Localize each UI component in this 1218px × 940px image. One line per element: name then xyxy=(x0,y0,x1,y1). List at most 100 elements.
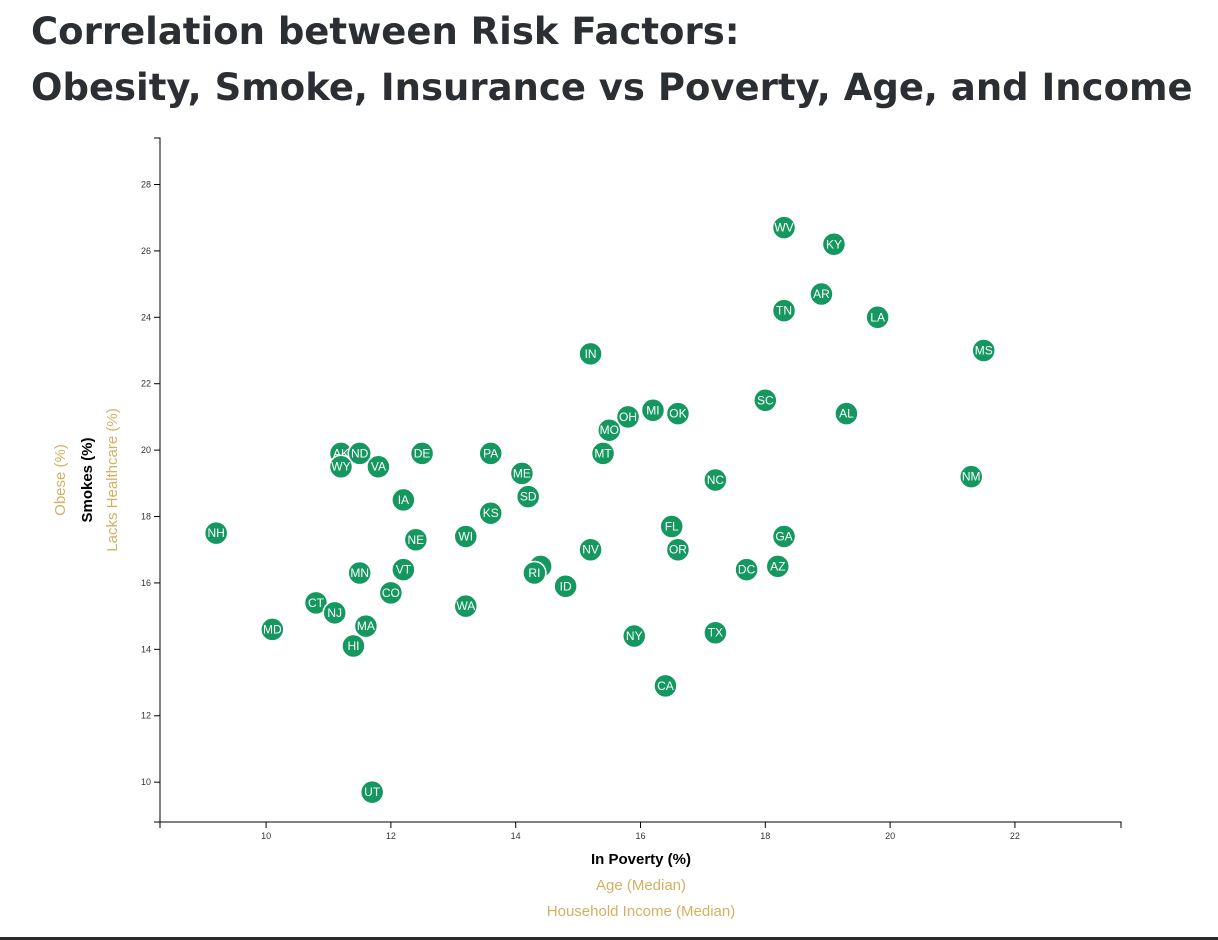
x-axis-label-income[interactable]: Household Income (Median) xyxy=(547,903,735,920)
state-circle[interactable] xyxy=(509,461,535,486)
state-circle[interactable] xyxy=(771,215,797,240)
state-marker-az[interactable]: AZ xyxy=(765,554,791,579)
x-axis-label-age[interactable]: Age (Median) xyxy=(596,877,686,894)
state-marker-co[interactable]: CO xyxy=(378,580,404,606)
state-marker-nm[interactable]: NM xyxy=(958,464,984,489)
state-marker-ny[interactable]: NY xyxy=(622,623,647,649)
state-marker-wy[interactable]: WY xyxy=(328,454,354,479)
state-marker-la[interactable]: LA xyxy=(865,305,890,330)
state-circle[interactable] xyxy=(391,487,416,513)
state-circle[interactable] xyxy=(453,524,479,549)
state-circle[interactable] xyxy=(659,514,684,539)
state-marker-ma[interactable]: MA xyxy=(353,613,379,639)
x-axis-label-poverty[interactable]: In Poverty (%) xyxy=(591,851,691,868)
state-circle[interactable] xyxy=(453,593,479,619)
state-marker-mt[interactable]: MT xyxy=(590,441,616,466)
state-circle[interactable] xyxy=(753,388,778,413)
state-circle[interactable] xyxy=(622,623,647,649)
state-marker-al[interactable]: AL xyxy=(834,401,859,426)
state-marker-tn[interactable]: TN xyxy=(771,298,797,323)
state-marker-hi[interactable]: HI xyxy=(341,633,366,659)
state-marker-mi[interactable]: MI xyxy=(640,398,666,423)
state-marker-id[interactable]: ID xyxy=(553,574,578,599)
state-circle[interactable] xyxy=(821,232,847,257)
state-circle[interactable] xyxy=(640,398,666,423)
state-marker-nh[interactable]: NH xyxy=(203,520,229,546)
state-marker-me[interactable]: ME xyxy=(509,461,535,486)
state-marker-wa[interactable]: WA xyxy=(453,593,479,619)
state-marker-wi[interactable]: WI xyxy=(453,524,479,549)
state-marker-in[interactable]: IN xyxy=(578,341,603,367)
state-circle[interactable] xyxy=(359,779,385,805)
state-circle[interactable] xyxy=(347,560,372,586)
state-marker-tx[interactable]: TX xyxy=(703,620,728,645)
state-circle[interactable] xyxy=(553,574,578,599)
state-marker-ut[interactable]: UT xyxy=(359,779,385,805)
state-marker-ne[interactable]: NE xyxy=(403,527,429,553)
state-circle[interactable] xyxy=(590,441,616,466)
state-marker-or[interactable]: OR xyxy=(665,537,691,562)
state-circle[interactable] xyxy=(865,305,890,330)
state-marker-nc[interactable]: NC xyxy=(703,467,728,493)
state-marker-ri[interactable]: RI xyxy=(522,560,547,586)
state-circle[interactable] xyxy=(665,537,691,562)
state-circle[interactable] xyxy=(378,580,404,606)
state-circle[interactable] xyxy=(515,484,541,509)
state-marker-oh[interactable]: OH xyxy=(615,404,641,430)
state-marker-ks[interactable]: KS xyxy=(478,500,503,526)
state-marker-md[interactable]: MD xyxy=(260,617,285,642)
state-circle[interactable] xyxy=(771,524,797,549)
state-circle[interactable] xyxy=(958,464,984,489)
state-circle[interactable] xyxy=(328,454,354,479)
state-circle[interactable] xyxy=(615,404,641,430)
state-circle[interactable] xyxy=(703,467,728,493)
state-circle[interactable] xyxy=(771,298,797,323)
state-circle[interactable] xyxy=(578,537,603,562)
state-circle[interactable] xyxy=(347,441,372,466)
state-circle[interactable] xyxy=(341,633,366,659)
y-axis-label-obese[interactable]: Obese (%) xyxy=(52,444,69,516)
state-marker-ms[interactable]: MS xyxy=(971,338,996,363)
state-circle[interactable] xyxy=(353,613,379,639)
state-marker-ct[interactable]: CT xyxy=(303,590,329,616)
state-circle[interactable] xyxy=(409,441,435,466)
state-circle[interactable] xyxy=(665,401,691,426)
state-marker-wv[interactable]: WV xyxy=(771,215,797,240)
state-marker-ky[interactable]: KY xyxy=(821,232,847,257)
state-circle[interactable] xyxy=(391,557,416,582)
state-marker-mn[interactable]: MN xyxy=(347,560,372,586)
state-marker-va[interactable]: VA xyxy=(366,454,391,479)
state-marker-ca[interactable]: CA xyxy=(653,673,678,699)
state-marker-vt[interactable]: VT xyxy=(391,557,416,582)
state-marker-ar[interactable]: AR xyxy=(809,281,834,307)
state-circle[interactable] xyxy=(478,441,503,466)
state-marker-fl[interactable]: FL xyxy=(659,514,684,539)
state-circle[interactable] xyxy=(653,673,678,699)
state-circle[interactable] xyxy=(303,590,329,616)
state-circle[interactable] xyxy=(403,527,429,553)
state-marker-nj[interactable]: NJ xyxy=(322,600,347,626)
state-circle[interactable] xyxy=(703,620,728,645)
state-circle[interactable] xyxy=(366,454,391,479)
state-marker-ia[interactable]: IA xyxy=(391,487,416,513)
state-marker-ga[interactable]: GA xyxy=(771,524,797,549)
state-marker-de[interactable]: DE xyxy=(409,441,435,466)
state-circle[interactable] xyxy=(734,557,759,582)
y-axis-label-smokes[interactable]: Smokes (%) xyxy=(79,437,96,522)
state-circle[interactable] xyxy=(765,554,791,579)
state-circle[interactable] xyxy=(597,417,622,443)
state-circle[interactable] xyxy=(260,617,285,642)
state-marker-sd[interactable]: SD xyxy=(515,484,541,509)
state-circle[interactable] xyxy=(578,341,603,367)
y-axis-label-lacks-healthcare[interactable]: Lacks Healthcare (%) xyxy=(104,408,121,551)
state-circle[interactable] xyxy=(971,338,996,363)
state-marker-mo[interactable]: MO xyxy=(597,417,622,443)
state-marker-pa[interactable]: PA xyxy=(478,441,503,466)
state-circle[interactable] xyxy=(203,520,229,546)
state-marker-nv[interactable]: NV xyxy=(578,537,603,562)
state-marker-nd[interactable]: ND xyxy=(347,441,372,466)
state-circle[interactable] xyxy=(322,600,347,626)
state-marker-dc[interactable]: DC xyxy=(734,557,759,582)
state-circle[interactable] xyxy=(522,560,547,586)
state-circle[interactable] xyxy=(809,281,834,307)
